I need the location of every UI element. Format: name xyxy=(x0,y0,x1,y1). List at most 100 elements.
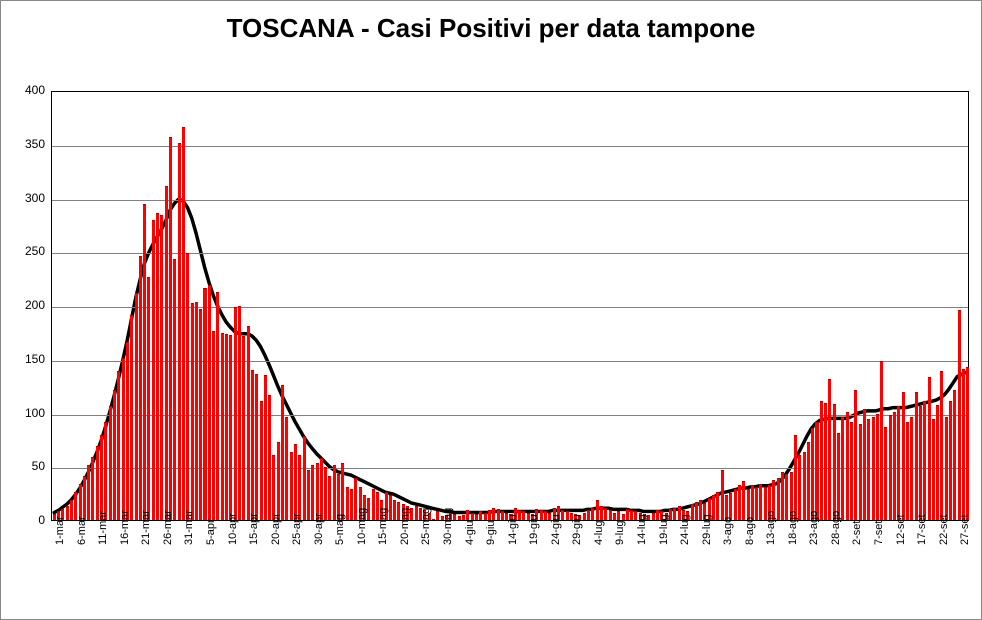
x-tick-label: 24-lug xyxy=(679,535,691,545)
bar xyxy=(884,427,887,520)
y-tick-label: 350 xyxy=(11,137,45,151)
bar xyxy=(341,463,344,520)
bar xyxy=(96,446,99,520)
x-tick-label: 11-mar xyxy=(97,535,109,545)
bar xyxy=(910,417,913,520)
bar xyxy=(617,511,620,520)
bar xyxy=(652,513,655,520)
bar xyxy=(940,371,943,520)
bar xyxy=(828,379,831,520)
bar xyxy=(596,500,599,520)
bar xyxy=(199,309,202,520)
x-tick-label: 10-mag xyxy=(356,535,368,545)
bar xyxy=(281,385,284,520)
x-tick-label: 26-mar xyxy=(162,535,174,545)
bar xyxy=(186,253,189,520)
bar xyxy=(902,392,905,520)
bar xyxy=(609,510,612,520)
bar xyxy=(109,406,112,520)
bar xyxy=(488,510,491,520)
x-tick-label: 5-apr xyxy=(205,535,217,545)
bar xyxy=(721,470,724,520)
bar xyxy=(298,455,301,521)
bar xyxy=(583,513,586,520)
x-tick-label: 25-mag xyxy=(420,535,432,545)
bar xyxy=(626,509,629,520)
bar xyxy=(372,489,375,520)
bar xyxy=(876,414,879,520)
bar xyxy=(906,422,909,520)
bar xyxy=(117,371,120,520)
x-tick-label: 19-giu xyxy=(528,535,540,545)
bar xyxy=(216,292,219,520)
bar xyxy=(949,401,952,520)
x-tick-label: 3-ago xyxy=(722,535,734,545)
bar xyxy=(945,417,948,520)
bar xyxy=(958,310,961,520)
bar xyxy=(833,404,836,520)
bar xyxy=(195,302,198,520)
bar xyxy=(859,424,862,520)
bar xyxy=(272,455,275,521)
bar xyxy=(432,519,435,520)
y-tick-label: 200 xyxy=(11,298,45,312)
bar xyxy=(613,513,616,520)
bar xyxy=(255,374,258,520)
bar xyxy=(466,510,469,520)
bar xyxy=(695,502,698,520)
bar xyxy=(350,489,353,520)
bar xyxy=(311,465,314,520)
bar xyxy=(867,419,870,520)
bar xyxy=(928,377,931,520)
bar xyxy=(953,390,956,520)
bar xyxy=(191,303,194,520)
bar xyxy=(755,487,758,520)
bar xyxy=(203,288,206,520)
bar xyxy=(415,506,418,520)
gridline xyxy=(52,146,968,147)
bar xyxy=(897,406,900,520)
x-tick-label: 30-apr xyxy=(313,535,325,545)
bar xyxy=(540,510,543,520)
x-tick-label: 21-mar xyxy=(140,535,152,545)
bar xyxy=(147,277,150,520)
bar xyxy=(152,220,155,520)
y-tick-label: 250 xyxy=(11,244,45,258)
bar xyxy=(794,435,797,520)
bar xyxy=(915,392,918,520)
x-tick-label: 23-ago xyxy=(808,535,820,545)
bar xyxy=(100,435,103,520)
bar xyxy=(104,422,107,520)
x-tick-label: 20-apr xyxy=(270,535,282,545)
bar xyxy=(759,484,762,520)
bar xyxy=(841,417,844,520)
bar xyxy=(497,509,500,520)
bar xyxy=(889,415,892,520)
x-tick-label: 7-set xyxy=(873,535,885,545)
bar xyxy=(815,422,818,520)
bar xyxy=(346,487,349,520)
bar xyxy=(966,367,969,520)
plot-area xyxy=(51,91,969,521)
bar xyxy=(234,307,237,520)
y-tick-label: 100 xyxy=(11,406,45,420)
bar xyxy=(923,401,926,520)
bar xyxy=(178,143,181,520)
bar xyxy=(221,333,224,520)
y-tick-label: 150 xyxy=(11,352,45,366)
bar xyxy=(66,506,69,520)
x-tick-label: 29-giu xyxy=(571,535,583,545)
bar xyxy=(544,511,547,520)
bar xyxy=(846,412,849,521)
bar xyxy=(91,457,94,520)
bar xyxy=(811,428,814,520)
bar xyxy=(673,508,676,520)
x-tick-label: 2-set xyxy=(851,535,863,545)
bar xyxy=(130,315,133,520)
bar xyxy=(328,476,331,520)
bar xyxy=(83,476,86,520)
bar xyxy=(807,442,810,520)
x-tick-label: 15-apr xyxy=(248,535,260,545)
bar xyxy=(113,390,116,520)
y-tick-label: 400 xyxy=(11,83,45,97)
